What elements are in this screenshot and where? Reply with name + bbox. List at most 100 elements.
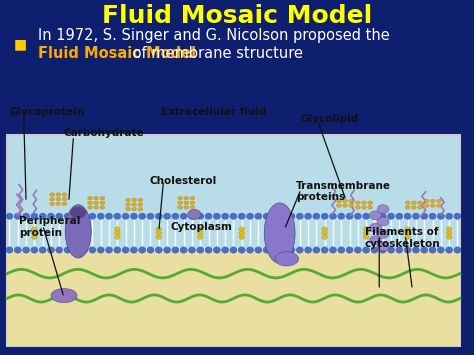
Ellipse shape: [164, 247, 171, 253]
Ellipse shape: [405, 206, 410, 209]
Ellipse shape: [180, 213, 187, 219]
Ellipse shape: [130, 247, 137, 253]
Ellipse shape: [132, 198, 137, 202]
Ellipse shape: [230, 213, 237, 219]
Ellipse shape: [363, 231, 369, 235]
Ellipse shape: [205, 213, 212, 219]
Ellipse shape: [430, 199, 435, 203]
Ellipse shape: [132, 203, 137, 206]
Ellipse shape: [213, 213, 220, 219]
Ellipse shape: [56, 197, 61, 201]
Ellipse shape: [263, 247, 270, 253]
Ellipse shape: [197, 235, 203, 239]
Ellipse shape: [50, 202, 55, 206]
Ellipse shape: [6, 247, 13, 253]
Ellipse shape: [126, 203, 130, 206]
Ellipse shape: [50, 193, 55, 196]
Ellipse shape: [322, 227, 328, 231]
Ellipse shape: [411, 201, 416, 204]
Ellipse shape: [56, 202, 61, 206]
Ellipse shape: [156, 227, 162, 231]
Ellipse shape: [296, 247, 303, 253]
Ellipse shape: [246, 213, 254, 219]
Ellipse shape: [354, 213, 361, 219]
Ellipse shape: [47, 247, 55, 253]
Ellipse shape: [343, 204, 347, 207]
Ellipse shape: [114, 247, 121, 253]
Ellipse shape: [172, 213, 179, 219]
Ellipse shape: [65, 205, 91, 258]
Ellipse shape: [81, 213, 88, 219]
Ellipse shape: [155, 213, 162, 219]
Ellipse shape: [31, 231, 37, 235]
Ellipse shape: [197, 227, 203, 231]
Ellipse shape: [349, 199, 354, 203]
Ellipse shape: [188, 209, 201, 219]
Ellipse shape: [94, 206, 99, 209]
Text: Fluid Mosaic Model: Fluid Mosaic Model: [38, 46, 196, 61]
Ellipse shape: [88, 201, 92, 204]
Ellipse shape: [337, 247, 345, 253]
Text: Peripheral
protein: Peripheral protein: [19, 217, 80, 238]
Ellipse shape: [412, 213, 419, 219]
Ellipse shape: [322, 235, 328, 239]
Ellipse shape: [346, 247, 353, 253]
Ellipse shape: [329, 247, 337, 253]
Ellipse shape: [437, 247, 444, 253]
Ellipse shape: [172, 247, 179, 253]
Ellipse shape: [14, 213, 21, 219]
Ellipse shape: [188, 247, 195, 253]
Ellipse shape: [437, 204, 441, 207]
Ellipse shape: [138, 207, 143, 211]
Ellipse shape: [31, 227, 37, 231]
Ellipse shape: [197, 213, 204, 219]
Ellipse shape: [346, 213, 353, 219]
Ellipse shape: [454, 247, 461, 253]
Ellipse shape: [51, 289, 77, 303]
Ellipse shape: [178, 196, 182, 200]
Ellipse shape: [138, 247, 146, 253]
Ellipse shape: [387, 213, 394, 219]
Ellipse shape: [313, 213, 320, 219]
Ellipse shape: [47, 213, 55, 219]
Ellipse shape: [371, 213, 378, 219]
Ellipse shape: [97, 213, 104, 219]
Ellipse shape: [313, 247, 320, 253]
Ellipse shape: [363, 213, 370, 219]
Ellipse shape: [114, 227, 120, 231]
Ellipse shape: [73, 235, 79, 239]
Ellipse shape: [396, 247, 403, 253]
Text: Extracellular fluid: Extracellular fluid: [161, 107, 266, 117]
Ellipse shape: [184, 196, 189, 200]
Ellipse shape: [122, 213, 129, 219]
Ellipse shape: [420, 247, 428, 253]
Ellipse shape: [405, 231, 410, 235]
Ellipse shape: [221, 213, 228, 219]
Ellipse shape: [62, 202, 67, 206]
Ellipse shape: [264, 203, 295, 263]
Ellipse shape: [89, 247, 96, 253]
Ellipse shape: [371, 247, 378, 253]
Ellipse shape: [190, 206, 195, 209]
Ellipse shape: [180, 247, 187, 253]
Ellipse shape: [39, 247, 46, 253]
Ellipse shape: [122, 247, 129, 253]
Ellipse shape: [184, 206, 189, 209]
Ellipse shape: [105, 247, 112, 253]
Ellipse shape: [197, 247, 204, 253]
Ellipse shape: [405, 235, 410, 239]
Ellipse shape: [22, 247, 29, 253]
Ellipse shape: [73, 231, 79, 235]
Ellipse shape: [275, 252, 299, 266]
Ellipse shape: [288, 213, 295, 219]
Ellipse shape: [62, 197, 67, 201]
Text: Cytoplasm: Cytoplasm: [171, 222, 233, 232]
Ellipse shape: [100, 196, 105, 200]
Ellipse shape: [349, 204, 354, 207]
Ellipse shape: [362, 201, 366, 204]
Ellipse shape: [246, 247, 254, 253]
Ellipse shape: [418, 206, 422, 209]
Ellipse shape: [138, 213, 146, 219]
Ellipse shape: [337, 199, 341, 203]
Ellipse shape: [368, 206, 373, 209]
